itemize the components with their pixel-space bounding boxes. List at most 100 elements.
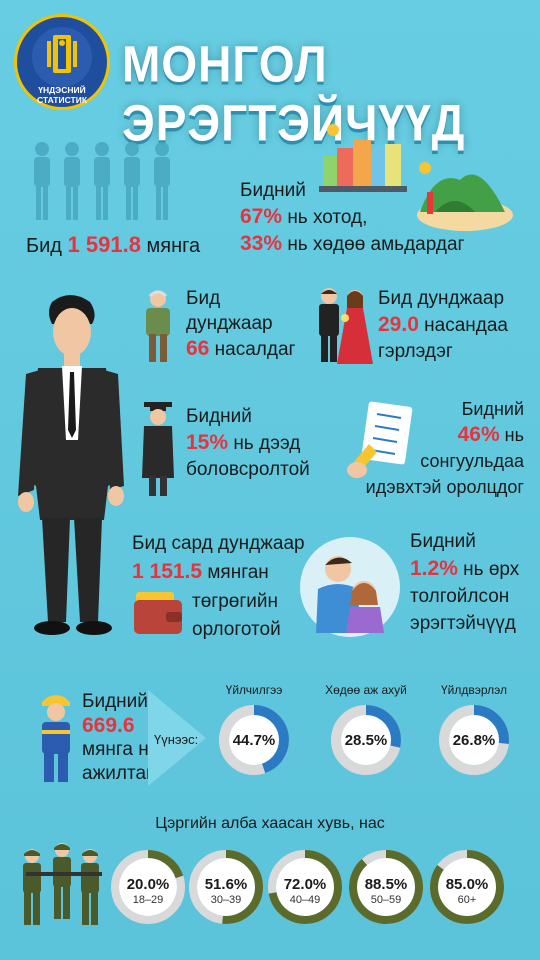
statistics-logo: ҮНДЭСНИЙ СТАТИСТИК — [14, 14, 110, 110]
employment-value: 669.6 — [82, 714, 135, 737]
sector-donut-center — [229, 715, 279, 765]
military-donut: 85.0%60+ — [430, 850, 504, 924]
ballot-icon — [347, 401, 413, 478]
age-suffix: насалдаг — [214, 339, 296, 360]
military-donut-value: 20.0% — [127, 876, 170, 893]
employment-line3: мянга нь — [82, 739, 159, 760]
election-line4: идэвхтэй оролцдог — [365, 477, 524, 497]
age-line2: дунджаар — [186, 313, 273, 334]
sector-donut-arc — [331, 705, 401, 775]
employment-line4: ажилтай — [82, 763, 157, 784]
residence-urban-value: 67% — [240, 205, 283, 228]
soldiers-icon — [23, 843, 102, 925]
sector-donut-value: 28.5% — [345, 732, 388, 749]
election-suffix: нь — [504, 425, 524, 445]
income-line4: орлоготой — [192, 619, 281, 640]
military-donut-value: 51.6% — [205, 876, 248, 893]
income-line3: төгрөгийн — [192, 591, 278, 612]
education-value: 15% — [186, 431, 229, 454]
arrow-label: Үүнээс: — [154, 732, 199, 747]
residence-stat: Бидний 67% нь хотод, 33% нь хөдөө амьдар… — [240, 178, 464, 258]
education-stat: Бидний 15% нь дээд боловсролтой — [186, 404, 310, 483]
father-daughter-icon — [300, 537, 400, 637]
employment-stat: Бидний 669.6 мянга нь ажилтай — [82, 690, 159, 786]
military-donut-arc — [430, 850, 504, 924]
population-suffix: мянга — [146, 235, 201, 257]
residence-rural-value: 33% — [240, 232, 283, 255]
military-donut-arc — [111, 850, 185, 924]
military-donut: 20.0%18–29 — [111, 850, 185, 924]
sector-donut-center — [449, 715, 499, 765]
sector-donut-arc — [219, 705, 289, 775]
marriage-age-stat: Бид дунджаар 29.0 насандаа гэрлэдэг — [378, 286, 508, 365]
marriage-suffix: насандаа — [424, 315, 508, 336]
military-donut-center — [197, 858, 255, 916]
marriage-value: 29.0 — [378, 313, 419, 336]
election-line1: Бидний — [461, 399, 524, 419]
military-donut-arc — [268, 850, 342, 924]
worker-icon — [42, 695, 70, 782]
military-donut-arc — [349, 850, 423, 924]
city-countryside-icon — [319, 124, 513, 231]
military-donut-age: 30–39 — [211, 894, 242, 906]
election-line3: сонгуульдаа — [420, 451, 524, 471]
military-donut-age: 40–49 — [290, 894, 321, 906]
income-stat-cont: төгрөгийн орлоготой — [192, 588, 281, 644]
military-donut-center — [119, 858, 177, 916]
employment-line1: Бидний — [82, 691, 148, 712]
education-suffix: нь дээд — [233, 433, 301, 454]
old-man-icon — [146, 290, 170, 362]
military-donut-age: 18–29 — [133, 894, 164, 906]
income-value: 1 151.5 — [132, 560, 203, 583]
education-line1: Бидний — [186, 406, 252, 427]
sector-donut: 28.5% — [331, 705, 401, 775]
single-father-line3: толгойлсон — [410, 586, 510, 607]
sector-donut-arc — [439, 705, 509, 775]
income-stat: Бид сард дунджаар 1 151.5 мянган — [132, 530, 305, 587]
military-donut: 51.6%30–39 — [189, 850, 263, 924]
military-donut-arc — [189, 850, 263, 924]
man-in-suit-icon — [18, 295, 124, 635]
life-expectancy-stat: Бид дунджаар 66 насалдаг — [186, 286, 295, 362]
single-father-value: 1.2% — [410, 557, 458, 580]
wedding-couple-icon — [319, 288, 373, 364]
military-donut-center — [276, 858, 334, 916]
age-line1: Бид — [186, 288, 221, 309]
sector-label: Үйлдвэрлэл — [440, 683, 507, 697]
military-donut: 72.0%40–49 — [268, 850, 342, 924]
sector-donut: 26.8% — [439, 705, 509, 775]
sector-label: Үйлчилгээ — [225, 683, 283, 697]
military-donut-value: 85.0% — [446, 876, 489, 893]
military-donut-center — [357, 858, 415, 916]
page-title: МОНГОЛ ЭРЭГТЭЙЧҮҮД — [122, 35, 466, 152]
sector-donut-value: 26.8% — [453, 732, 496, 749]
residence-urban-text: нь хотод, — [287, 207, 368, 228]
education-line3: боловсролтой — [186, 459, 310, 480]
men-silhouettes-icon — [34, 142, 170, 220]
graduate-icon — [142, 402, 174, 496]
military-donut-value: 72.0% — [284, 876, 327, 893]
marriage-line1: Бид дунджаар — [378, 288, 505, 309]
election-stat: Бидний 46% нь сонгуульдаа идэвхтэй оролц… — [362, 396, 524, 500]
soyombo-icon — [32, 27, 92, 87]
income-line1: Бид сард дунджаар — [132, 533, 305, 554]
population-prefix: Бид — [26, 235, 62, 257]
logo-text-line1: ҮНДЭСНИЙ — [38, 85, 86, 95]
residence-rural-text: нь хөдөө амьдардаг — [287, 234, 465, 255]
single-father-suffix: нь өрх — [463, 559, 520, 580]
military-donut-age: 50–59 — [371, 894, 402, 906]
population-value: 1 591.8 — [67, 232, 141, 257]
marriage-line3: гэрлэдэг — [378, 341, 453, 362]
wallet-icon — [134, 592, 182, 634]
population-stat: Бид 1 591.8 мянга — [26, 232, 200, 259]
income-suffix: мянган — [207, 562, 269, 583]
military-donut-age: 60+ — [458, 894, 477, 906]
logo-text-line2: СТАТИСТИК — [36, 95, 88, 105]
age-value: 66 — [186, 337, 210, 360]
military-donut-center — [438, 858, 496, 916]
single-father-stat: Бидний 1.2% нь өрх толгойлсон эрэгтэйчүү… — [410, 528, 519, 637]
single-father-line1: Бидний — [410, 531, 476, 552]
residence-line1: Бидний — [240, 180, 306, 201]
arrow-chevron-icon — [148, 690, 206, 786]
